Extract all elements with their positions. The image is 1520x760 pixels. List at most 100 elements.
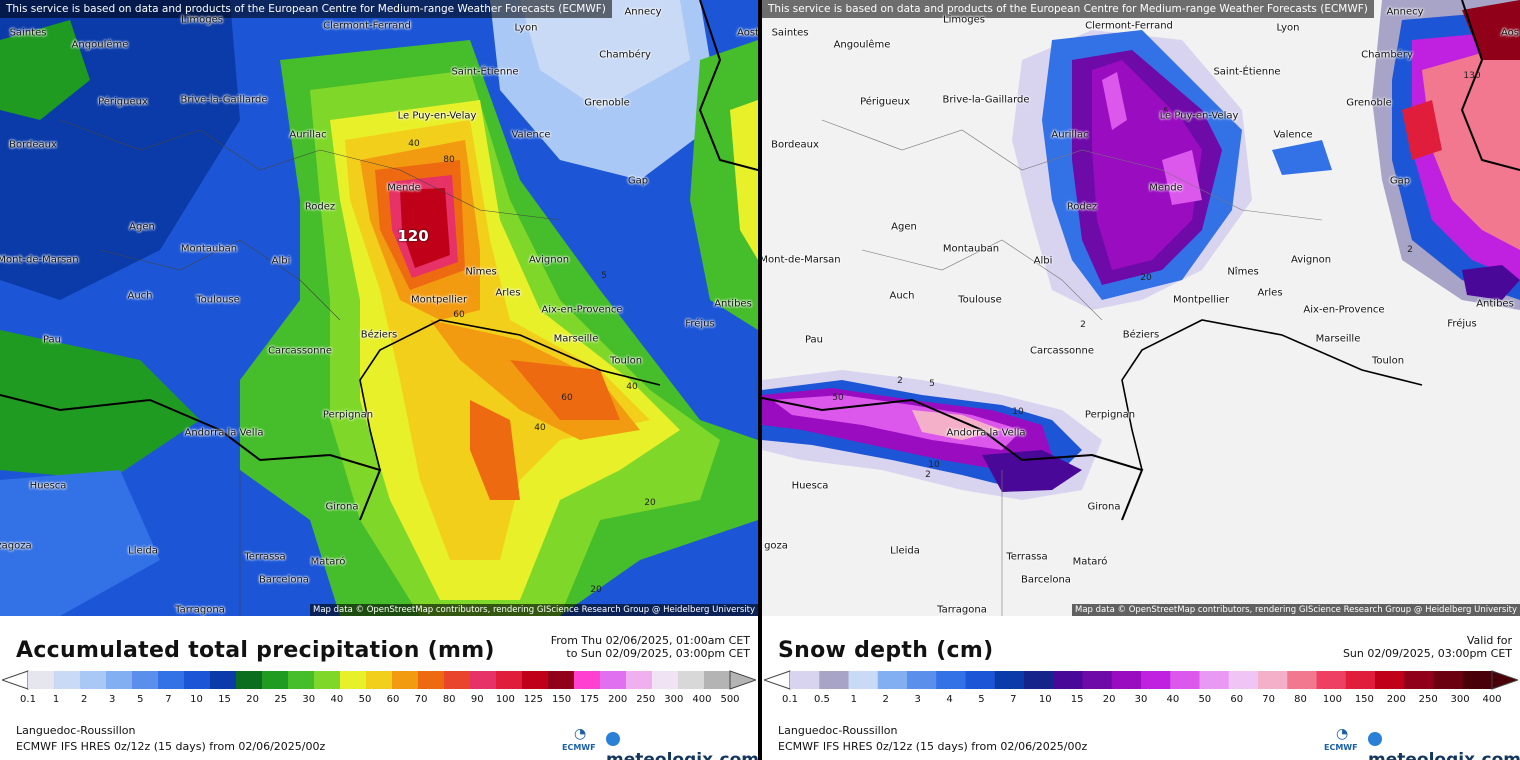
scale-tick-label: 400 <box>1482 694 1502 705</box>
city-label: Huesca <box>791 480 829 492</box>
scale-tick-label: 50 <box>1198 694 1212 705</box>
city-label: Mont-de-Marsan <box>0 254 79 266</box>
model-run-label: ECMWF IFS HRES 0z/12z (15 days) from 02/… <box>778 740 1088 753</box>
map-title: Snow depth (cm) <box>778 638 994 663</box>
scale-color-bin <box>158 671 185 689</box>
scale-color-bin <box>790 671 820 689</box>
city-label: Tarragona <box>175 604 225 616</box>
scale-color-bin <box>994 671 1025 689</box>
osm-attribution: Map data © OpenStreetMap contributors, r… <box>310 604 758 616</box>
city-label: Terrassa <box>244 551 286 563</box>
city-label: Lleida <box>890 545 920 557</box>
contour-label: 20 <box>644 498 656 508</box>
precipitation-max-label: 120 <box>397 227 429 245</box>
city-label: Auch <box>127 290 153 302</box>
scale-color-bin <box>1082 671 1113 689</box>
ecmwf-attribution: This service is based on data and produc… <box>762 0 1374 18</box>
city-label: Perpignan <box>322 409 374 421</box>
scale-tick-label: 15 <box>1070 694 1084 705</box>
precipitation-scale-ticks: 0.1 1 2 3 5 7 10 15 20 25 30 40 50 60 70 80 90 100 125 150 1… <box>0 694 758 708</box>
scale-tick-label: 500 <box>720 694 740 705</box>
city-label: Le Puy-en-Velay <box>397 110 477 122</box>
city-label: Aix-en-Provence <box>1303 304 1385 316</box>
city-label: Pau <box>42 334 62 346</box>
scale-tick-label: 70 <box>414 694 428 705</box>
scale-tick-label: 2 <box>882 694 889 705</box>
contour-label: 40 <box>534 423 546 433</box>
city-label: Angoulême <box>71 39 129 51</box>
meteologix-icon <box>606 732 620 746</box>
meteologix-logo: meteologix.com <box>606 730 758 760</box>
city-label: Barcelona <box>259 574 309 586</box>
scale-tick-label: 250 <box>636 694 656 705</box>
scale-color-bin <box>1053 671 1083 689</box>
scale-tick-label: 40 <box>1166 694 1180 705</box>
scale-tick-label: 20 <box>246 694 259 705</box>
snow-depth-map[interactable]: This service is based on data and produc… <box>762 0 1520 616</box>
city-label: Girona <box>1087 501 1121 513</box>
contour-label: 40 <box>408 139 420 149</box>
scale-tick-label: 300 <box>1450 694 1470 705</box>
scale-color-bin <box>444 671 471 689</box>
scale-color-bin <box>1433 671 1464 689</box>
scale-color-bin <box>340 671 367 689</box>
scale-color-bin <box>210 671 237 689</box>
city-label: Antibes <box>714 298 752 310</box>
city-label: Tarragona <box>937 604 987 616</box>
contour-label: 2 <box>925 470 931 480</box>
city-label: Nîmes <box>465 266 497 278</box>
scale-color-bin <box>1111 671 1142 689</box>
city-label: Mataró <box>1072 556 1108 568</box>
precipitation-map[interactable]: This service is based on data and produc… <box>0 0 758 616</box>
scale-tick-label: 80 <box>1294 694 1307 705</box>
city-label: goza <box>764 540 788 552</box>
scale-color-bin <box>314 671 341 689</box>
snow-depth-panel: This service is based on data and produc… <box>762 0 1520 760</box>
city-label: Béziers <box>1122 329 1160 341</box>
snow-depth-field <box>762 0 1520 616</box>
snow-depth-color-scale <box>764 670 1518 690</box>
contour-label: 60 <box>453 310 465 320</box>
scale-color-bin <box>80 671 107 689</box>
scale-tick-label: 7 <box>1010 694 1017 705</box>
contour-label: 80 <box>443 155 455 165</box>
precipitation-legend-panel: Accumulated total precipitation (mm) Fro… <box>0 616 758 760</box>
scale-tick-label: 100 <box>495 694 515 705</box>
scale-color-bin <box>548 671 575 689</box>
scale-tick-label: 125 <box>523 694 543 705</box>
scale-tick-label: 1 <box>52 694 60 705</box>
meteologix-logo: meteologix.com <box>1368 730 1520 760</box>
city-label: Grenoble <box>1346 97 1392 109</box>
scale-tick-label: 10 <box>1038 694 1052 705</box>
scale-color-bin <box>1228 671 1259 689</box>
city-label: Toulon <box>609 355 643 367</box>
scale-color-bin <box>54 671 81 689</box>
scale-color-bin <box>1199 671 1230 689</box>
precipitation-color-scale <box>2 670 756 690</box>
scale-color-bin <box>626 671 653 689</box>
contour-label: 50 <box>832 393 844 403</box>
city-label: Le Puy-en-Velay <box>1159 110 1239 122</box>
city-label: Montpellier <box>410 294 468 306</box>
scale-color-bin <box>470 671 497 689</box>
city-label: Lyon <box>1276 22 1300 34</box>
scale-tick-label: 0.1 <box>782 694 798 705</box>
contour-label: 5 <box>1397 179 1403 189</box>
contour-label: 20 <box>1140 273 1152 283</box>
contour-label: 130 <box>1463 71 1481 81</box>
scale-tick-label: 10 <box>190 694 203 705</box>
city-label: Toulon <box>1371 355 1405 367</box>
scale-color-bin <box>574 671 601 689</box>
scale-tick-label: 1 <box>850 694 857 705</box>
city-label: Fréjus <box>685 318 715 330</box>
contour-label: 5 <box>929 379 935 389</box>
city-label: Aost <box>737 27 758 39</box>
city-label: Brive-la-Gaillarde <box>942 94 1030 106</box>
contour-label: 2 <box>1080 320 1086 330</box>
scale-tick-label: 4 <box>946 694 953 705</box>
scale-tick-label: 80 <box>442 694 456 705</box>
scale-color-bin <box>1375 671 1405 689</box>
scale-tick-label: 150 <box>551 694 572 705</box>
city-label: Girona <box>325 501 359 513</box>
scale-color-bin <box>600 671 627 689</box>
